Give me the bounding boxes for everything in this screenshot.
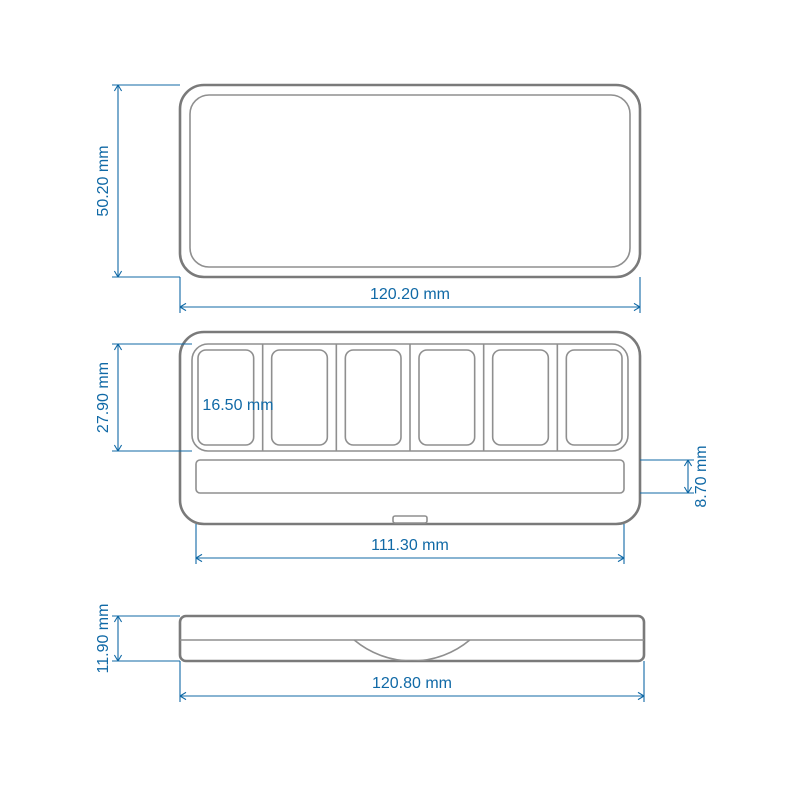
- cell: [566, 350, 622, 445]
- cell: [493, 350, 549, 445]
- dim-label: 8.70 mm: [693, 445, 710, 507]
- dim-label: 111.30 mm: [371, 537, 449, 554]
- cell: [272, 350, 328, 445]
- dim-label: 120.20 mm: [370, 286, 450, 303]
- dim-label: 50.20 mm: [95, 145, 112, 216]
- cell: [345, 350, 401, 445]
- dim-label: 120.80 mm: [372, 675, 452, 692]
- brush-slot: [196, 460, 624, 493]
- lid-inner: [190, 95, 630, 267]
- lid-outer: [180, 85, 640, 277]
- dim-label: 27.90 mm: [95, 362, 112, 433]
- cell: [419, 350, 475, 445]
- latch: [393, 516, 427, 523]
- dim-label: 11.90 mm: [95, 604, 112, 674]
- side-outer: [180, 616, 644, 661]
- dim-label: 16.50 mm: [202, 397, 273, 414]
- thumb-cut: [354, 640, 470, 661]
